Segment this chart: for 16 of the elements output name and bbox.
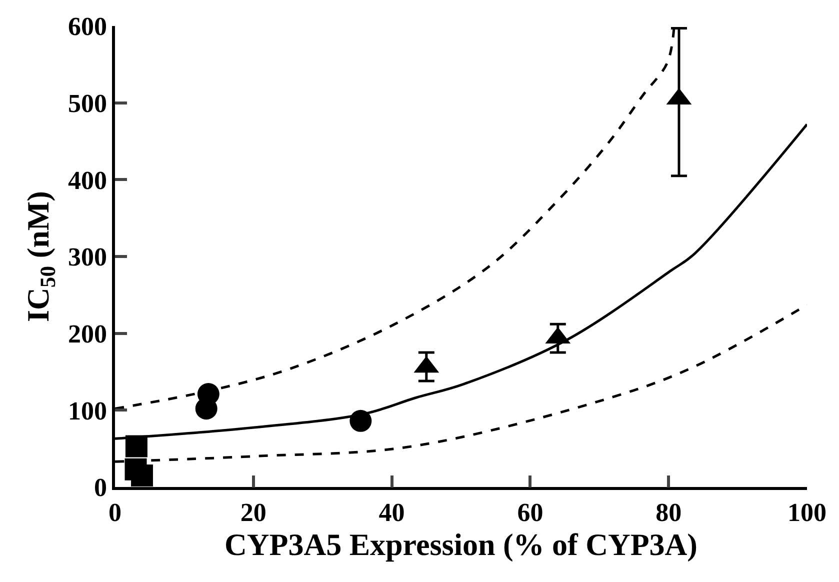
x-tick-label: 40 xyxy=(378,498,405,527)
y-tick-label: 300 xyxy=(68,242,108,272)
x-tick-label: 60 xyxy=(517,498,544,527)
point xyxy=(125,435,148,458)
y-tick-label: 100 xyxy=(68,396,108,426)
y-tick-label: 600 xyxy=(68,12,108,42)
point xyxy=(130,464,153,486)
x-axis-title: CYP3A5 Expression (% of CYP3A) xyxy=(224,526,698,562)
y-tick-label: 400 xyxy=(68,166,108,195)
y-tick-label: 0 xyxy=(94,473,108,502)
y-tick-label: 500 xyxy=(68,88,108,118)
point xyxy=(350,410,372,432)
x-tick-label: 100 xyxy=(788,498,826,527)
x-tick-label: 80 xyxy=(656,498,682,527)
x-tick-label: 20 xyxy=(240,498,266,527)
y-tick-label: 200 xyxy=(68,319,108,348)
